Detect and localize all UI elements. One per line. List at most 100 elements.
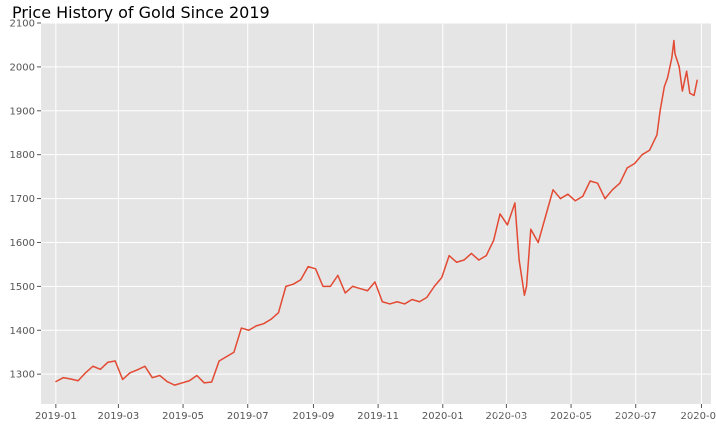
price-point xyxy=(574,200,576,202)
price-point xyxy=(514,202,516,204)
price-point xyxy=(567,193,569,195)
price-point xyxy=(596,182,599,184)
y-tick-label: 1500 xyxy=(10,282,35,293)
price-point xyxy=(493,239,495,241)
price-point xyxy=(181,382,183,384)
price-point xyxy=(203,382,205,384)
y-tick-label: 1400 xyxy=(10,326,35,337)
watermark-text: https://blog.csdn.net/weixin_42769083 xyxy=(448,405,702,420)
x-tick-label: 2019-09 xyxy=(293,411,335,422)
price-point xyxy=(470,252,473,255)
price-point xyxy=(648,149,651,151)
x-tick-label: 2019-05 xyxy=(162,411,204,422)
x-tick-label: 2019-01 xyxy=(35,411,77,422)
price-point xyxy=(530,228,532,230)
price-point xyxy=(144,365,146,367)
price-point xyxy=(666,77,669,79)
price-point xyxy=(84,372,87,374)
price-point xyxy=(641,154,643,156)
y-tick-label: 2100 xyxy=(10,19,35,30)
price-point xyxy=(689,92,691,94)
x-tick-label: 2019-03 xyxy=(97,411,139,422)
price-point xyxy=(673,39,675,42)
price-point xyxy=(122,378,124,381)
grid-lines xyxy=(41,22,711,404)
x-tick-label: 2019-11 xyxy=(357,411,399,422)
price-point xyxy=(478,259,480,261)
price-point xyxy=(366,290,369,292)
price-point xyxy=(248,329,250,331)
price-point xyxy=(448,255,450,257)
price-point xyxy=(62,377,64,379)
price-point xyxy=(389,303,391,305)
price-point xyxy=(233,351,235,353)
price-point xyxy=(292,283,294,285)
x-tick-label: 2019-07 xyxy=(227,411,269,422)
price-point xyxy=(359,287,361,290)
price-point xyxy=(396,301,398,303)
price-point xyxy=(589,180,591,182)
plot-area xyxy=(41,23,711,404)
price-point xyxy=(674,53,676,55)
y-tick-label: 1900 xyxy=(10,106,35,117)
price-point xyxy=(441,276,443,279)
price-point xyxy=(352,285,354,287)
y-tick-label: 1700 xyxy=(10,194,35,205)
price-point xyxy=(381,301,383,303)
price-point xyxy=(344,292,346,294)
price-point xyxy=(656,134,658,136)
price-point xyxy=(129,372,131,374)
price-point xyxy=(314,268,317,270)
price-point xyxy=(196,374,198,377)
price-point xyxy=(173,384,176,386)
price-point xyxy=(270,318,272,320)
price-point xyxy=(70,378,72,380)
price-point xyxy=(681,90,683,92)
price-point xyxy=(218,360,220,362)
price-point xyxy=(634,162,636,165)
price-point xyxy=(337,274,339,276)
y-tick-label: 2000 xyxy=(10,62,35,73)
price-point xyxy=(374,281,376,283)
price-point xyxy=(263,323,265,325)
price-point xyxy=(518,259,520,261)
price-point xyxy=(537,241,539,244)
chart-title: Price History of Gold Since 2019 xyxy=(12,3,270,22)
price-point xyxy=(285,285,287,287)
price-point xyxy=(225,355,228,358)
price-point xyxy=(582,195,584,197)
price-point xyxy=(322,285,324,287)
y-tick-label: 1600 xyxy=(10,238,35,249)
price-point xyxy=(77,380,79,382)
price-point xyxy=(418,301,421,303)
price-point xyxy=(463,259,465,261)
price-point xyxy=(659,110,661,112)
price-point xyxy=(525,285,528,287)
price-point xyxy=(455,261,458,263)
price-point xyxy=(626,167,628,169)
x-tick-label: 2020-01 xyxy=(422,411,464,422)
price-point xyxy=(188,380,191,382)
price-point xyxy=(506,224,509,226)
x-tick-label: 2020-03 xyxy=(485,411,527,422)
price-point xyxy=(166,381,168,383)
price-point xyxy=(404,303,406,305)
price-point xyxy=(107,361,109,363)
price-point xyxy=(307,266,309,268)
price-point xyxy=(678,66,680,68)
series-layer xyxy=(55,39,698,386)
price-point xyxy=(426,296,428,298)
price-point xyxy=(92,365,94,367)
x-tick-label: 2020-07 xyxy=(615,411,657,422)
price-point xyxy=(545,215,547,217)
x-tick-label: 2020-05 xyxy=(550,411,592,422)
y-tick-label: 1800 xyxy=(10,150,35,161)
price-point xyxy=(300,279,302,281)
price-point xyxy=(114,360,116,362)
price-point xyxy=(159,374,161,377)
price-point xyxy=(696,79,698,81)
price-point xyxy=(411,298,413,301)
price-point xyxy=(619,182,621,184)
price-point xyxy=(329,285,332,287)
